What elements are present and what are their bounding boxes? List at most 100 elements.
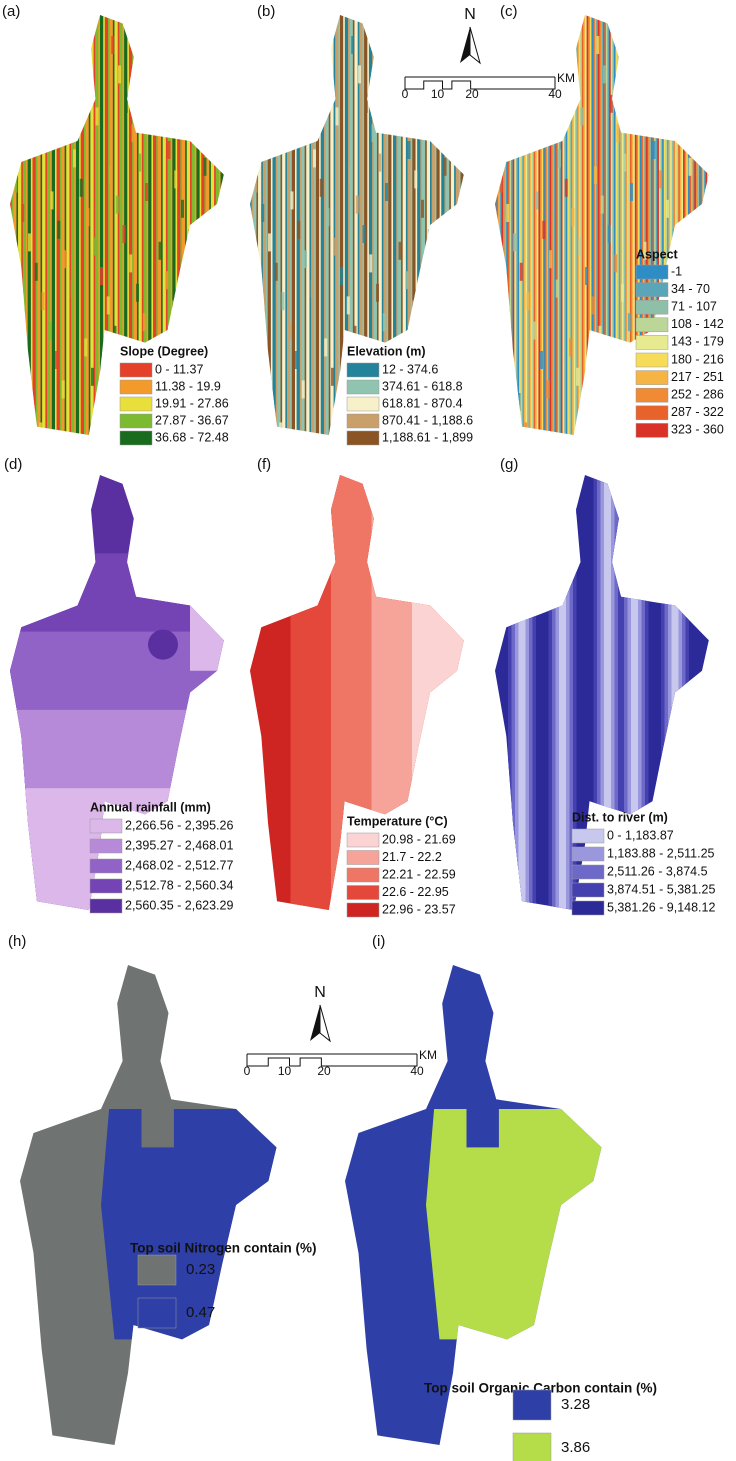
map-zone <box>441 288 444 306</box>
map-zone <box>313 149 316 167</box>
map-zone <box>567 49 570 67</box>
map-zone <box>545 91 548 109</box>
map-zone <box>295 351 298 369</box>
map-zone <box>118 65 121 83</box>
legend-label: 1,183.88 - 2,511.25 <box>607 846 715 860</box>
legend-label: 22.21 - 22.59 <box>382 867 456 881</box>
map-zone <box>369 254 372 272</box>
legend-swatch <box>347 886 379 900</box>
map-zone <box>250 15 252 435</box>
map-zone <box>704 86 707 104</box>
map-zone <box>459 15 461 435</box>
map-zone <box>349 166 352 184</box>
map-zone <box>211 15 213 435</box>
map-zone <box>279 422 282 440</box>
legend-label: 2,395.27 - 2,468.01 <box>125 838 233 852</box>
map-zone <box>601 196 604 214</box>
map-zone <box>73 149 76 167</box>
map-zone <box>405 271 408 289</box>
map-zone <box>311 280 314 298</box>
legend-label: 34 - 70 <box>671 282 710 296</box>
map-zone <box>333 238 336 256</box>
map-zone <box>55 351 58 369</box>
map-zone <box>286 32 289 50</box>
map-zone <box>639 82 642 100</box>
legend-swatch <box>120 380 152 394</box>
map-zone <box>165 271 168 289</box>
map-zone <box>190 99 193 117</box>
legend-swatch <box>636 300 668 314</box>
scale-label: 20 <box>317 1064 331 1078</box>
scale-label: 0 <box>402 87 409 101</box>
legend-swatch <box>90 859 122 873</box>
map-zone <box>709 246 712 264</box>
legend-swatch <box>636 423 668 437</box>
map-zone <box>689 158 692 176</box>
legend-label: -1 <box>671 264 682 278</box>
map-zone <box>213 57 216 75</box>
map-zone <box>228 406 231 424</box>
map-zone <box>417 40 420 58</box>
map-zone <box>229 15 231 435</box>
map-zone <box>219 86 222 104</box>
map-zone <box>617 124 620 142</box>
legend-label: 3.86 <box>561 1439 590 1456</box>
map-zone <box>453 15 455 435</box>
map-zone <box>444 15 446 435</box>
map-zone <box>35 263 38 281</box>
legend-title: Temperature (°C) <box>347 814 448 828</box>
panel-label: (a) <box>2 3 20 20</box>
legend-title: Aspect <box>636 247 679 261</box>
map-zone <box>581 107 584 125</box>
map-zone <box>467 15 469 435</box>
map-zone <box>551 120 554 138</box>
legend-label: 3.28 <box>561 1396 590 1413</box>
map-zone <box>604 475 611 910</box>
map-zone <box>520 263 523 281</box>
map-zone <box>531 32 534 50</box>
map-zone <box>441 15 443 435</box>
map-zone <box>222 376 225 394</box>
map-zone <box>428 229 431 247</box>
legend-swatch <box>347 380 379 394</box>
map-zone <box>464 15 466 435</box>
map-zone <box>698 57 701 75</box>
map-zone <box>378 154 381 172</box>
map-zone <box>515 103 518 121</box>
map-zone <box>691 28 694 46</box>
map-zone <box>183 70 186 88</box>
map-zone <box>519 475 526 910</box>
legend-title: Annual rainfall (mm) <box>90 800 211 814</box>
panel-label: (d) <box>4 456 22 473</box>
legend-label: 3,874.51 - 5,381.25 <box>607 882 715 896</box>
legend-swatch <box>347 414 379 428</box>
map-zone <box>233 145 236 163</box>
legend-swatch <box>138 1255 176 1285</box>
north-label: N <box>314 984 326 1001</box>
legend-label: 71 - 107 <box>671 299 717 313</box>
north-arrow <box>470 27 480 63</box>
legend-label: 180 - 216 <box>671 352 724 366</box>
map-zone <box>306 120 309 138</box>
map-zone <box>329 78 332 96</box>
map-zone <box>448 15 450 435</box>
legend-swatch <box>572 847 604 861</box>
map-zone <box>495 15 497 435</box>
legend-swatch <box>636 406 668 420</box>
north-arrow <box>310 1005 320 1041</box>
map-zone <box>15 175 18 193</box>
legend-swatch <box>636 388 668 402</box>
legend-swatch <box>513 1433 551 1461</box>
map-zone <box>89 78 92 96</box>
map-zone <box>154 82 157 100</box>
map-zone <box>495 15 498 33</box>
map-zone <box>421 200 424 218</box>
legend-label: 12 - 374.6 <box>382 362 438 376</box>
map-zone <box>217 217 220 235</box>
map-zone <box>62 380 65 398</box>
map-zone <box>666 200 669 218</box>
map-zone <box>168 141 171 159</box>
scale-label: 40 <box>548 87 562 101</box>
map-zone <box>224 15 226 435</box>
map-zone <box>662 40 665 58</box>
